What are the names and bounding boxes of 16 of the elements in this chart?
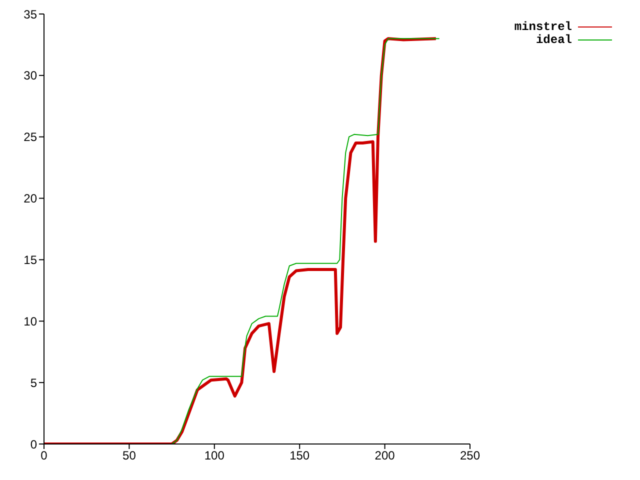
x-tick-label: 100 xyxy=(204,448,225,463)
y-tick-label: 30 xyxy=(24,68,38,83)
y-tick-label: 20 xyxy=(24,192,38,206)
y-tick-label: 10 xyxy=(24,314,38,328)
y-tick-label: 15 xyxy=(24,252,38,267)
x-tick-label: 150 xyxy=(290,448,310,463)
y-tick-label: 5 xyxy=(30,376,38,390)
y-tick-label: 25 xyxy=(24,130,38,144)
x-tick-label: 50 xyxy=(122,448,136,463)
legend-label: ideal xyxy=(536,32,572,46)
x-tick-label: 250 xyxy=(460,448,480,463)
x-tick-label: 0 xyxy=(40,448,48,463)
y-tick-label: 0 xyxy=(30,437,38,452)
legend-label: minstrel xyxy=(514,20,572,34)
y-tick-label: 35 xyxy=(24,7,38,22)
x-tick-label: 200 xyxy=(374,448,396,463)
